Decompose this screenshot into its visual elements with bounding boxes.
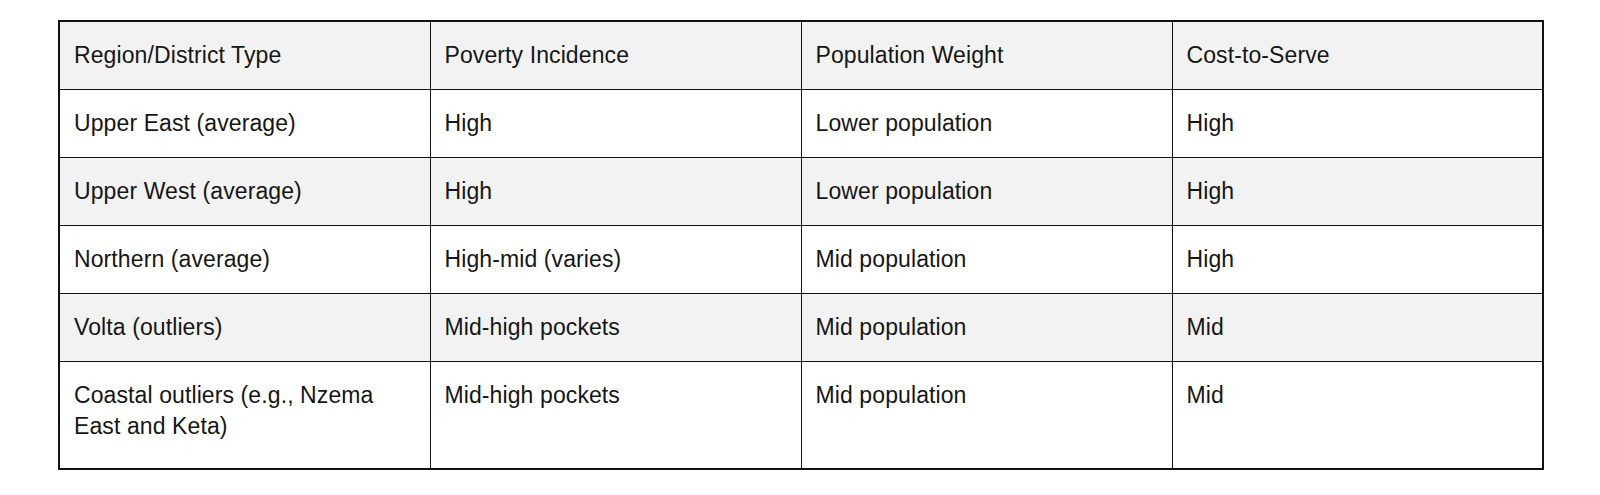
table-cell-text: Upper West (average) — [74, 176, 404, 207]
table-cell-text: Mid — [1187, 312, 1517, 343]
table-cell: High — [430, 90, 801, 158]
table-cell-text: Lower population — [816, 176, 1146, 207]
table-cell: Lower population — [801, 90, 1172, 158]
table-row: Volta (outliers) Mid-high pockets Mid popu… — [59, 294, 1543, 362]
table-cell: Upper West (average) — [59, 158, 430, 226]
table-cell-text: Mid population — [816, 312, 1146, 343]
table-cell: Mid population — [801, 294, 1172, 362]
table-cell-text: Mid-high pockets — [445, 380, 775, 411]
table-header-row: Region/District TypePoverty IncidencePop… — [59, 21, 1543, 90]
table-cell-text: Mid — [1187, 380, 1517, 411]
table-cell-text: High — [445, 176, 775, 207]
table-cell: High — [1172, 90, 1543, 158]
data-table-container: Region/District TypePoverty IncidencePop… — [58, 20, 1544, 470]
table-cell-text: Northern (average) — [74, 244, 404, 275]
column-header: Cost-to-Serve — [1172, 21, 1543, 90]
table-cell-text: Lower population — [816, 108, 1146, 139]
table-cell: High — [1172, 158, 1543, 226]
table-row: Northern (average) High-mid (varies) Mid p… — [59, 226, 1543, 294]
table-cell: High-mid (varies) — [430, 226, 801, 294]
table-row: Upper West (average) High Lower population… — [59, 158, 1543, 226]
table-row: Upper East (average) High Lower population… — [59, 90, 1543, 158]
table-cell-text: Volta (outliers) — [74, 312, 404, 343]
table-cell: Mid population — [801, 362, 1172, 469]
table-cell: Mid-high pockets — [430, 362, 801, 469]
table-cell-text: Upper East (average) — [74, 108, 404, 139]
table-cell: Mid-high pockets — [430, 294, 801, 362]
table-cell: High — [1172, 226, 1543, 294]
column-header: Population Weight — [801, 21, 1172, 90]
table-cell-text: Mid population — [816, 244, 1146, 275]
table-cell: High — [430, 158, 801, 226]
table-cell: Mid — [1172, 362, 1543, 469]
table-cell-text: High — [1187, 176, 1517, 207]
table-cell-text: High-mid (varies) — [445, 244, 775, 275]
table-cell: Coastal outliers (e.g., Nzema East and K… — [59, 362, 430, 469]
table-cell: Volta (outliers) — [59, 294, 430, 362]
table-cell-text: Mid population — [816, 380, 1146, 411]
region-comparison-table: Region/District TypePoverty IncidencePop… — [58, 20, 1544, 470]
table-cell-text: Mid-high pockets — [445, 312, 775, 343]
table-cell: Lower population — [801, 158, 1172, 226]
table-cell-text: High — [445, 108, 775, 139]
table-cell-text: Coastal outliers (e.g., Nzema East and K… — [74, 380, 404, 442]
table-header: Region/District TypePoverty IncidencePop… — [59, 21, 1543, 90]
table-cell-text: High — [1187, 244, 1517, 275]
table-cell: Northern (average) — [59, 226, 430, 294]
column-header: Poverty Incidence — [430, 21, 801, 90]
table-body: Upper East (average) High Lower population… — [59, 90, 1543, 469]
table-cell-text: High — [1187, 108, 1517, 139]
table-row: Coastal outliers (e.g., Nzema East and K… — [59, 362, 1543, 469]
column-header: Region/District Type — [59, 21, 430, 90]
table-cell: Mid — [1172, 294, 1543, 362]
table-cell: Mid population — [801, 226, 1172, 294]
table-cell: Upper East (average) — [59, 90, 430, 158]
